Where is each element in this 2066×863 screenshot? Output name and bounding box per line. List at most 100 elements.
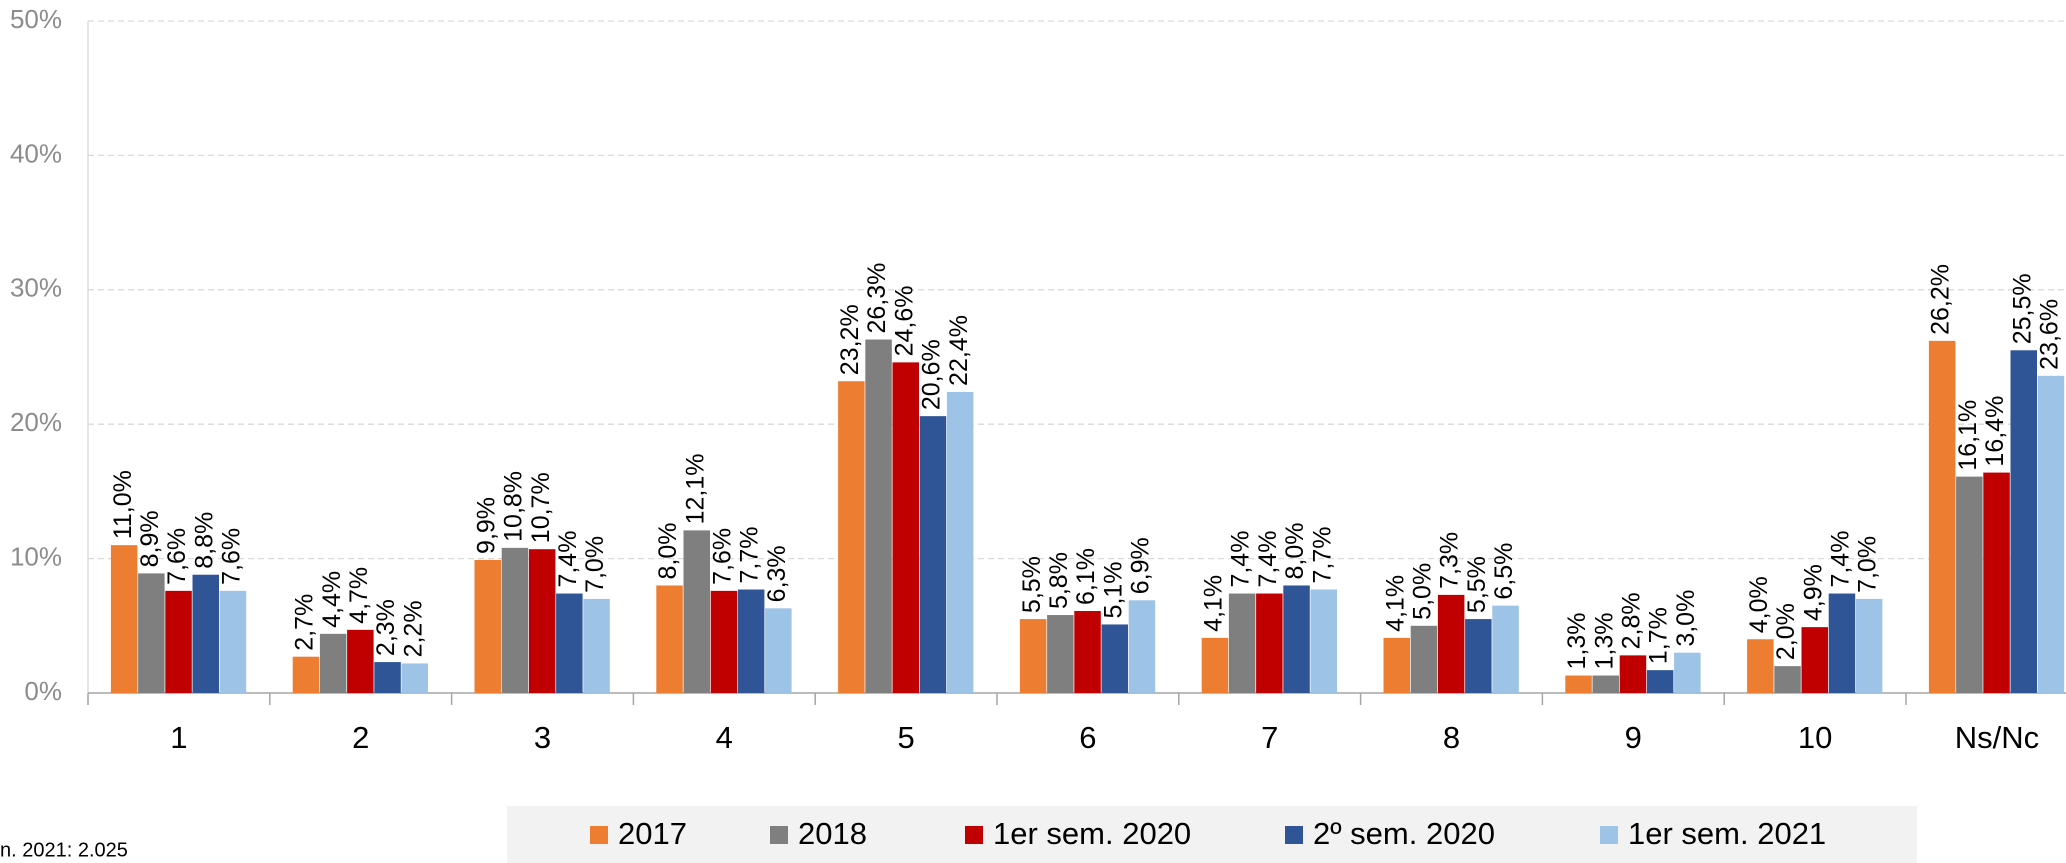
- data-label: 7,7%: [1308, 527, 1336, 584]
- x-tick-label: 3: [534, 720, 551, 755]
- data-label: 7,4%: [1254, 531, 1282, 588]
- x-tick-label: Ns/Nc: [1955, 720, 2039, 755]
- data-label: 24,6%: [890, 285, 918, 356]
- data-label: 4,1%: [1200, 575, 1228, 632]
- bar: [1565, 675, 1592, 693]
- data-label: 7,4%: [554, 531, 582, 588]
- bar: [1101, 624, 1128, 693]
- legend-label: 2018: [798, 816, 867, 851]
- bar: [1928, 340, 1956, 693]
- data-label: 7,7%: [736, 527, 764, 584]
- bar: [319, 633, 347, 693]
- data-label: 8,0%: [654, 522, 682, 579]
- data-label: 10,7%: [527, 472, 555, 543]
- bar: [1128, 600, 1156, 693]
- bar: [374, 662, 401, 693]
- y-tick-label: 50%: [10, 4, 62, 34]
- bar: [1747, 639, 1774, 693]
- data-label: 6,9%: [1127, 537, 1155, 594]
- data-label: 5,0%: [1409, 563, 1437, 620]
- data-label: 1,7%: [1645, 607, 1673, 664]
- bar: [737, 589, 765, 693]
- bar: [2037, 375, 2065, 693]
- bar: [1619, 655, 1647, 693]
- bar: [1465, 619, 1492, 693]
- bar: [946, 391, 974, 693]
- data-label: 6,5%: [1490, 543, 1518, 600]
- bar: [401, 663, 428, 693]
- bar: [838, 381, 865, 693]
- data-label: 2,2%: [399, 600, 427, 657]
- data-label: 7,6%: [218, 528, 246, 585]
- bar: [656, 585, 683, 693]
- data-label: 2,7%: [291, 594, 319, 651]
- bar: [1074, 611, 1101, 693]
- data-label: 16,4%: [1981, 396, 2009, 467]
- data-label: 8,8%: [190, 512, 218, 569]
- bar: [1956, 476, 1983, 693]
- bar: [1492, 605, 1519, 693]
- data-label: 6,1%: [1072, 548, 1100, 605]
- data-label: 1,3%: [1590, 613, 1618, 670]
- bar: [219, 590, 247, 693]
- bar: [1592, 675, 1619, 693]
- data-label: 5,5%: [1463, 556, 1491, 613]
- bar: [347, 629, 374, 693]
- bar: [1201, 637, 1229, 693]
- bar: [1774, 666, 1801, 693]
- x-tick-label: 2: [352, 720, 369, 755]
- legend-swatch: [590, 826, 608, 844]
- data-label: 2,3%: [372, 599, 400, 656]
- legend-swatch: [1600, 826, 1618, 844]
- data-label: 7,0%: [581, 536, 609, 593]
- bar: [192, 574, 219, 693]
- bar: [1437, 594, 1465, 693]
- data-label: 25,5%: [2008, 273, 2036, 344]
- data-label: 6,3%: [763, 545, 791, 602]
- data-label: 7,0%: [1854, 536, 1882, 593]
- data-label: 23,6%: [2036, 299, 2064, 370]
- bar: [1410, 625, 1438, 693]
- bar: [474, 559, 501, 693]
- x-tick-label: 8: [1443, 720, 1460, 755]
- note: n. 2021: 2.025: [0, 839, 128, 861]
- data-label: 9,9%: [472, 497, 500, 554]
- data-label: 4,0%: [1745, 576, 1773, 633]
- bar: [1019, 619, 1047, 693]
- data-label: 7,4%: [1827, 531, 1855, 588]
- bar: [1256, 593, 1283, 693]
- data-label: 7,4%: [1227, 531, 1255, 588]
- data-label: 10,8%: [500, 471, 528, 542]
- bar: [1383, 637, 1410, 693]
- legend-label: 1er sem. 2020: [993, 816, 1191, 851]
- data-label: 7,6%: [163, 528, 191, 585]
- data-label: 16,1%: [1954, 400, 1982, 471]
- legend-box: [507, 806, 1917, 863]
- data-label: 8,9%: [136, 510, 164, 567]
- data-label: 20,6%: [918, 339, 946, 410]
- x-tick-label: 9: [1625, 720, 1642, 755]
- bar: [556, 593, 583, 693]
- y-tick-label: 10%: [10, 541, 62, 571]
- bar: [1983, 472, 2010, 693]
- bar: [1310, 589, 1337, 693]
- bar: [683, 530, 710, 693]
- y-tick-label: 40%: [10, 138, 62, 168]
- data-label: 5,1%: [1099, 561, 1127, 618]
- data-label: 4,9%: [1799, 564, 1827, 621]
- data-label: 5,5%: [1018, 556, 1046, 613]
- data-label: 12,1%: [681, 453, 709, 524]
- bar: [583, 598, 610, 693]
- bar: [138, 573, 165, 693]
- data-label: 22,4%: [945, 315, 973, 386]
- data-label: 1,3%: [1563, 613, 1591, 670]
- legend-swatch: [1285, 826, 1303, 844]
- bar: [1047, 615, 1074, 693]
- legend-label: 2º sem. 2020: [1313, 816, 1495, 851]
- bar: [865, 339, 892, 693]
- x-tick-label: 6: [1079, 720, 1096, 755]
- data-label: 2,0%: [1772, 603, 1800, 660]
- bar: [165, 590, 192, 693]
- data-label: 7,6%: [709, 528, 737, 585]
- data-label: 4,4%: [318, 571, 346, 628]
